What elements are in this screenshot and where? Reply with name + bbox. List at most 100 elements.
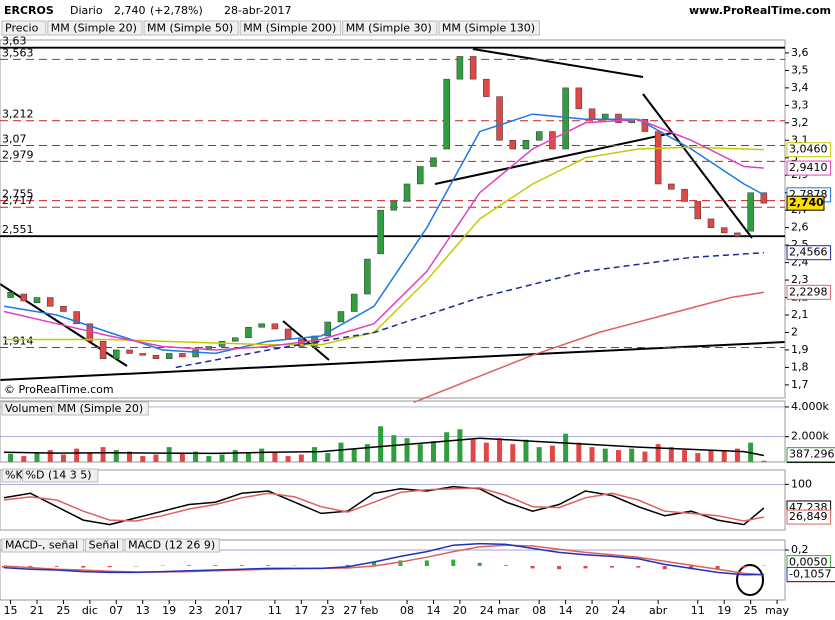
trend-line [0, 341, 786, 381]
candle [390, 201, 398, 211]
series-line [413, 291, 765, 404]
volume-bar [444, 432, 450, 462]
legend-box [1, 20, 47, 36]
x-tick-label: 14 [426, 604, 440, 617]
candle [535, 131, 543, 141]
panel-frame [0, 39, 786, 399]
volume-bar [127, 451, 133, 462]
candle [694, 201, 702, 220]
histogram-bar [54, 566, 59, 567]
legend-box [438, 20, 540, 36]
candle [73, 311, 80, 324]
x-tick-label: 21 [30, 604, 44, 617]
series-line [175, 251, 764, 369]
y-tick-label: 4.000k [791, 400, 829, 413]
candle [46, 297, 54, 307]
volume-bar [721, 451, 727, 462]
x-tick-label: 17 [294, 604, 308, 617]
candle [588, 108, 596, 120]
candle [734, 232, 741, 237]
trend-line [472, 48, 644, 78]
volume-bar [549, 445, 555, 462]
candle [417, 166, 424, 185]
legend-entry: MM (Simple 130) [442, 22, 535, 35]
volume-bar [629, 448, 635, 462]
legend-box [1, 468, 22, 483]
candle [113, 349, 120, 359]
histogram-bar [504, 565, 509, 566]
y-tick-label: 3,6 [791, 46, 809, 59]
volume-bar [8, 453, 14, 462]
period: Diario [70, 4, 103, 17]
candle [364, 258, 371, 295]
panel-frame [0, 469, 786, 531]
volume-bar [668, 447, 674, 462]
candle [602, 113, 609, 120]
candle [562, 87, 569, 150]
candle [33, 297, 41, 304]
volume-bar [642, 451, 648, 462]
volume-bar [285, 456, 291, 462]
candle [496, 96, 503, 141]
level-label: 3,563 [2, 46, 34, 59]
histogram-bar [81, 566, 86, 568]
change: (+2,78%) [150, 4, 203, 17]
series-line [3, 487, 765, 522]
copyright: © ProRealTime.com [4, 383, 114, 396]
x-tick-label: may [765, 604, 789, 617]
legend-entry: MM (Simple 20) [57, 402, 143, 415]
level-label: 3,212 [2, 108, 34, 121]
histogram-bar [451, 559, 456, 566]
panel-frame [0, 539, 786, 601]
candle [245, 326, 252, 338]
highlight-circle [736, 564, 764, 596]
level-label: 2,551 [2, 223, 34, 236]
legend-entry: MM (Simple 20) [51, 22, 137, 35]
last-price: 2,740 [114, 4, 146, 17]
histogram-bar [28, 566, 33, 568]
level-label: 2,717 [2, 194, 34, 207]
legend-entry: MACD-, señal [5, 539, 78, 552]
y-tick-label: 3,5 [791, 63, 809, 76]
legend-box [239, 20, 342, 36]
candle [681, 188, 688, 202]
candle [192, 349, 199, 358]
legend-entry: MM (Simple 50) [147, 22, 233, 35]
candle [707, 218, 715, 228]
volume-bar [483, 442, 489, 462]
y-tick-label: 2 [791, 325, 798, 338]
x-tick-label: 14 [559, 604, 573, 617]
candle [20, 293, 28, 302]
x-tick-label: 24 mar [480, 604, 520, 617]
candle [377, 209, 384, 255]
value-label: 0,0050 [789, 556, 828, 569]
x-tick-label: 11 [691, 604, 705, 617]
level-label: 2,979 [2, 148, 34, 161]
volume-bar [695, 453, 701, 462]
plot-area [1, 559, 766, 570]
value-label: 2,9410 [789, 161, 828, 174]
x-tick-label: 23 [321, 604, 335, 617]
legend-entry: MACD (12 26 9) [128, 539, 215, 552]
candle [509, 140, 517, 150]
volume-bar [655, 444, 661, 462]
histogram-bar [609, 566, 614, 568]
volume-bar [761, 460, 767, 462]
legend-box [53, 401, 149, 416]
histogram-bar [186, 565, 191, 566]
histogram-bar [689, 566, 694, 570]
histogram-bar [662, 566, 667, 570]
candle [126, 349, 133, 354]
volume-bar [140, 456, 146, 462]
volume-bar [206, 456, 212, 462]
histogram-bar [742, 566, 747, 568]
candle [456, 56, 464, 80]
volume-bar [245, 453, 251, 462]
volume-bar [166, 447, 172, 462]
date: 28-abr-2017 [224, 4, 291, 17]
volume-bar [272, 451, 278, 462]
y-tick-label: 1,9 [791, 343, 809, 356]
x-tick-label: 25 [744, 604, 758, 617]
legend-entry: Precio [5, 22, 39, 35]
